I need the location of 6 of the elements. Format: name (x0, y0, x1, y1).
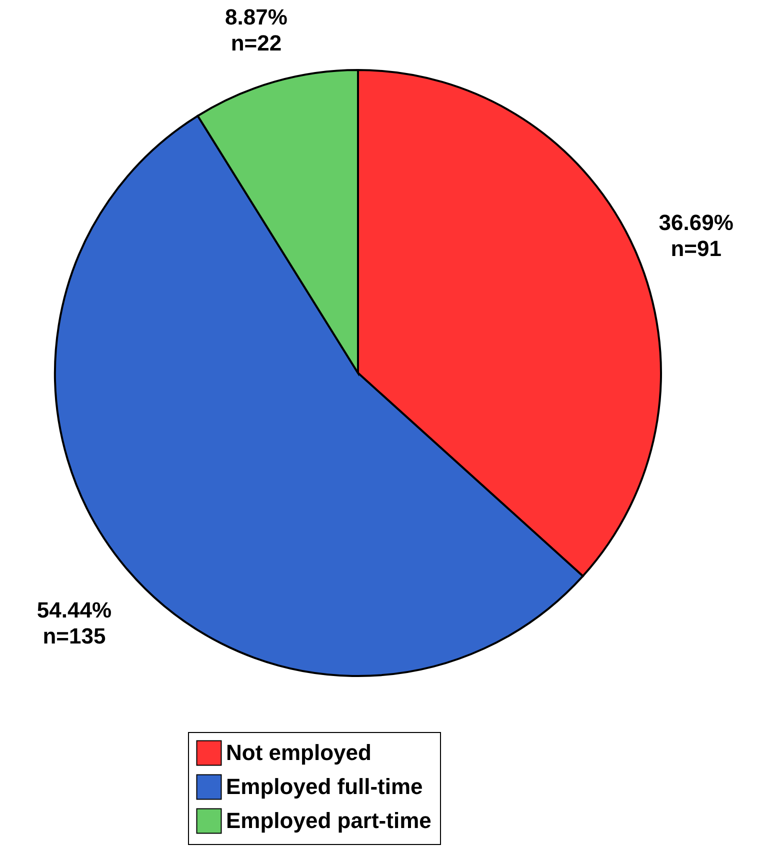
data-label: 8.87% n=22 (225, 4, 288, 56)
legend-label: Employed full-time (226, 774, 423, 799)
data-label: 36.69% n=91 (658, 210, 734, 261)
data-label: 54.44% n=135 (36, 597, 112, 648)
legend-label: Employed part-time (226, 808, 432, 833)
legend-label: Not employed (226, 740, 372, 765)
